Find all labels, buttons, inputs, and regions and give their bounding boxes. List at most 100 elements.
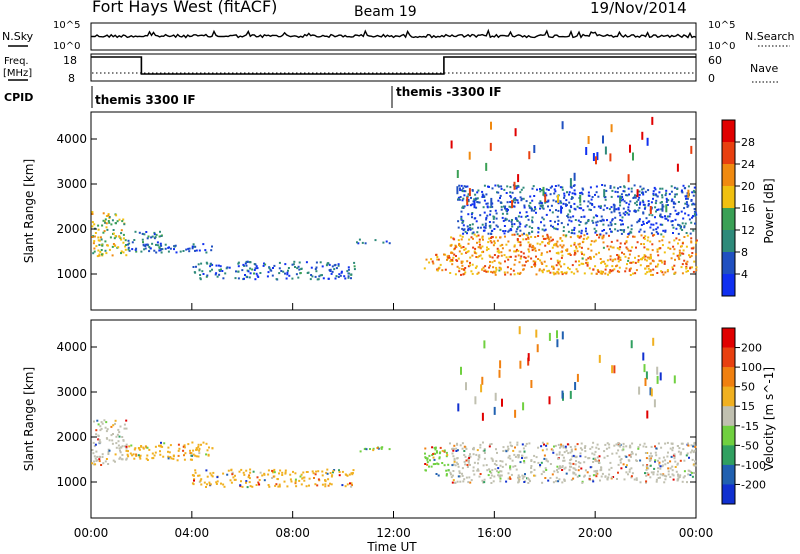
range-gate-cell — [680, 451, 682, 454]
range-gate-cell — [476, 191, 479, 194]
range-gate-cell — [199, 479, 202, 482]
range-gate-cell — [300, 473, 303, 476]
range-gate-cell — [671, 449, 674, 452]
range-gate-cell — [489, 206, 492, 209]
range-gate-cell — [530, 209, 533, 212]
range-gate-cell — [525, 233, 528, 236]
range-gate-cell — [249, 272, 252, 275]
range-gate-cell — [637, 198, 640, 201]
range-gate-cell — [317, 470, 320, 473]
range-gate-cell — [466, 260, 469, 263]
range-gate-cell — [469, 256, 472, 259]
range-gate-cell — [596, 220, 599, 223]
range-gate-cell — [329, 472, 332, 474]
range-gate-cell — [191, 474, 194, 477]
range-gate-cell — [585, 258, 588, 261]
range-gate-cell — [619, 259, 622, 261]
range-gate-cell — [104, 240, 107, 243]
range-gate-streak — [498, 369, 501, 378]
range-gate-cell — [477, 234, 480, 237]
range-gate-cell — [143, 233, 146, 236]
range-gate-cell — [172, 457, 175, 460]
range-gate-cell — [278, 267, 281, 270]
range-gate-streak — [535, 329, 538, 338]
range-gate-cell — [351, 484, 353, 487]
range-gate-cell — [98, 460, 101, 463]
range-gate-cell — [138, 447, 141, 450]
range-gate-cell — [560, 271, 563, 274]
range-gate-cell — [463, 460, 466, 463]
range-gate-streak — [630, 340, 633, 349]
range-gate-cell — [631, 442, 634, 445]
range-gate-cell — [249, 485, 252, 488]
range-gate-cell — [466, 464, 469, 466]
range-gate-cell — [478, 475, 481, 478]
range-gate-cell — [634, 202, 637, 205]
range-gate-cell — [101, 453, 104, 456]
range-gate-cell — [531, 249, 534, 252]
range-gate-cell — [593, 453, 596, 456]
range-gate-cell — [187, 443, 190, 446]
range-gate-cell — [508, 229, 511, 232]
range-gate-cell — [556, 240, 559, 243]
range-gate-cell — [516, 238, 519, 240]
range-gate-cell — [659, 467, 662, 470]
range-gate-cell — [122, 251, 125, 254]
range-gate-cell — [356, 241, 358, 244]
range-gate-cell — [144, 247, 147, 250]
range-gate-cell — [645, 457, 648, 460]
range-gate-cell — [520, 250, 523, 253]
range-gate-cell — [521, 474, 524, 477]
range-gate-cell — [596, 443, 599, 446]
range-gate-cell — [143, 248, 146, 251]
cpid-segment-0: themis 3300 IF — [95, 93, 196, 107]
range-gate-cell — [438, 456, 441, 459]
range-gate-cell — [584, 469, 587, 472]
range-gate-cell — [465, 447, 468, 450]
range-gate-cell — [684, 222, 687, 225]
range-gate-cell — [305, 471, 308, 473]
range-gate-cell — [684, 187, 687, 190]
range-gate-cell — [337, 264, 340, 267]
range-gate-cell — [677, 201, 680, 203]
range-gate-cell — [492, 217, 495, 220]
range-gate-cell — [655, 222, 658, 225]
range-gate-cell — [516, 228, 519, 231]
range-gate-cell — [645, 474, 648, 477]
range-gate-cell — [493, 259, 496, 262]
range-gate-cell — [120, 250, 123, 253]
range-gate-cell — [541, 235, 544, 238]
range-gate-cell — [498, 266, 501, 269]
range-gate-cell — [545, 213, 548, 216]
range-gate-cell — [601, 272, 604, 275]
range-gate-cell — [603, 450, 606, 453]
range-gate-cell — [687, 442, 689, 445]
range-gate-cell — [125, 244, 127, 246]
range-gate-cell — [688, 218, 691, 221]
range-gate-cell — [117, 440, 120, 443]
range-gate-cell — [674, 202, 677, 205]
range-gate-cell — [649, 240, 652, 243]
range-gate-cell — [468, 476, 471, 479]
range-gate-cell — [652, 197, 654, 200]
range-gate-cell — [623, 229, 626, 232]
range-gate-cell — [661, 216, 664, 219]
range-gate-cell — [314, 483, 317, 486]
range-gate-cell — [151, 242, 154, 245]
range-gate-cell — [601, 472, 604, 475]
range-gate-cell — [382, 241, 385, 244]
range-gate-cell — [644, 255, 647, 258]
range-gate-cell — [597, 195, 600, 198]
range-gate-cell — [208, 483, 211, 486]
range-gate-cell — [108, 449, 111, 452]
range-gate-cell — [204, 249, 207, 252]
range-gate-cell — [209, 263, 212, 266]
range-gate-cell — [672, 478, 675, 481]
range-gate-cell — [167, 450, 169, 453]
range-gate-cell — [690, 471, 693, 474]
range-gate-cell — [314, 275, 317, 278]
range-gate-cell — [98, 243, 101, 246]
range-gate-cell — [664, 229, 667, 232]
range-gate-cell — [475, 256, 478, 258]
range-gate-cell — [635, 200, 638, 203]
